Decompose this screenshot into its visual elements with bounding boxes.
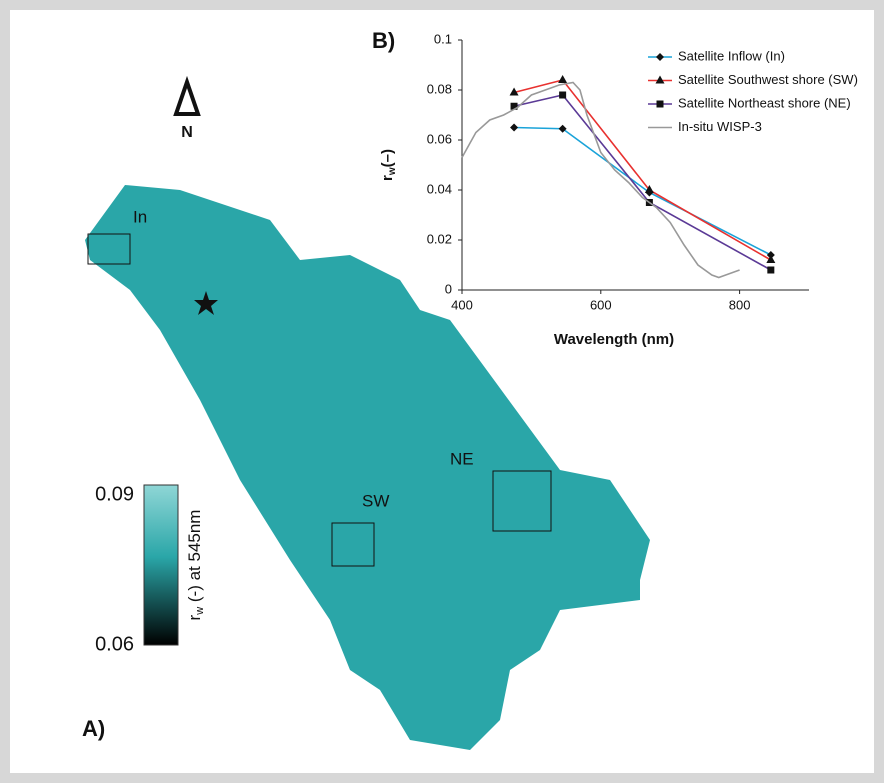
y-tick-label: 0.02 [427, 231, 452, 246]
marker [558, 75, 568, 83]
colorbar-tick-label: 0.09 [95, 483, 134, 505]
north-label: N [181, 124, 193, 141]
north-arrow [173, 75, 201, 116]
colorbar-label: rw (-) at 545nm [185, 510, 205, 621]
legend-label: In-situ WISP-3 [678, 119, 762, 134]
star [194, 291, 218, 315]
marker [559, 91, 567, 99]
marker [656, 100, 664, 108]
colorbar-tick-label: 0.06 [95, 633, 134, 655]
x-tick-label: 400 [451, 297, 473, 312]
legend-label: Satellite Inflow (In) [678, 48, 785, 63]
y-tick-label: 0.04 [427, 181, 452, 196]
site-label: In [133, 207, 147, 226]
x-tick-label: 800 [729, 297, 751, 312]
y-tick-label: 0.1 [434, 31, 452, 46]
panel-label: B) [372, 28, 395, 53]
marker [509, 87, 519, 96]
y-axis-label: rw(–) [379, 149, 398, 181]
marker [655, 75, 665, 84]
series-line [513, 79, 772, 261]
marker [656, 53, 664, 61]
series-line [514, 126, 772, 256]
site-box [492, 470, 552, 532]
marker [510, 123, 519, 132]
marker [644, 185, 654, 193]
marker [767, 266, 775, 274]
site-box [331, 522, 375, 567]
site-label: NE [450, 449, 474, 468]
x-axis-label: Wavelength (nm) [554, 331, 674, 348]
legend-label: Satellite Southwest shore (SW) [678, 72, 858, 87]
inset-background [420, 25, 870, 305]
marker [766, 255, 776, 263]
series-line [513, 94, 772, 271]
y-tick-label: 0 [445, 281, 452, 296]
marker [558, 124, 567, 133]
y-tick-label: 0.06 [427, 131, 452, 146]
x-tick-label: 600 [590, 297, 612, 312]
series-line [461, 81, 740, 279]
panel-label: A) [82, 716, 105, 741]
site-box [87, 233, 131, 265]
marker [510, 102, 518, 110]
legend-label: Satellite Northeast shore (NE) [678, 95, 851, 110]
inset-background [540, 300, 865, 430]
site-label: SW [362, 491, 389, 510]
colorbar [143, 484, 179, 646]
lake [85, 185, 650, 750]
y-tick-label: 0.08 [427, 81, 452, 96]
